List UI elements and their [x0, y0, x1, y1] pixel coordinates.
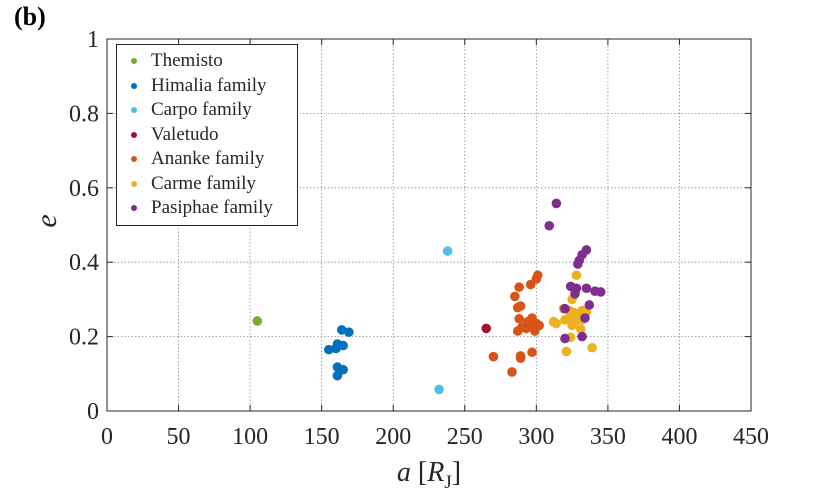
axis-ticks: 0 50 100 150 200 250 300 350 400 450 0 0.2 0.4 0.6 0.8…	[69, 27, 769, 450]
point-ananke-family	[514, 313, 524, 324]
point-themisto	[252, 316, 263, 326]
point-ananke-family	[534, 320, 544, 331]
x-label-symbol: a	[397, 457, 411, 488]
legend-marker-icon	[131, 107, 137, 113]
point-himalia-family	[344, 327, 354, 337]
point-ananke-family	[525, 279, 536, 290]
point-pasiphae-family	[581, 283, 592, 294]
legend-item: Carme family	[117, 172, 297, 197]
legend-label: Ananke family	[151, 148, 265, 169]
point-ananke-family	[488, 351, 499, 362]
legend-item: Himalia family	[117, 74, 297, 99]
legend-marker-icon	[131, 58, 137, 64]
point-carme-family	[561, 346, 572, 357]
point-pasiphae-family	[584, 300, 595, 310]
point-carpo-family	[442, 246, 453, 256]
y-tick-label: 1	[87, 27, 99, 53]
legend-item: Ananke family	[117, 147, 297, 172]
point-ananke-family	[527, 347, 537, 358]
x-axis-label: a [RJ]	[397, 457, 461, 493]
data-points	[252, 198, 606, 395]
x-tick-label: 50	[167, 424, 191, 450]
point-carme-family	[575, 324, 586, 334]
legend-marker-icon	[131, 131, 137, 138]
point-ananke-family	[515, 353, 526, 363]
point-pasiphae-family	[570, 289, 580, 299]
point-carme-family	[551, 318, 562, 329]
point-pasiphae-family	[544, 220, 555, 231]
x-label-sub: J	[444, 472, 451, 493]
x-label-open: [	[411, 457, 427, 488]
legend-marker-icon	[131, 156, 137, 162]
point-pasiphae-family	[560, 303, 570, 314]
point-pasiphae-family	[551, 198, 562, 209]
point-ananke-family	[512, 302, 523, 313]
legend-item: Pasiphae family	[117, 196, 297, 221]
point-ananke-family	[512, 326, 523, 336]
legend-marker-icon	[131, 205, 137, 211]
chart-legend: Themisto Himalia family Carpo family Valetu…	[116, 44, 298, 226]
legend-marker-icon	[131, 82, 137, 89]
point-pasiphae-family	[573, 259, 583, 269]
x-tick-label: 0	[101, 424, 113, 450]
point-pasiphae-family	[580, 313, 590, 323]
grid-lines	[107, 39, 751, 411]
x-tick-label: 300	[518, 424, 554, 450]
x-tick-label: 350	[590, 424, 626, 450]
point-pasiphae-family	[595, 287, 606, 297]
point-ananke-family	[507, 367, 517, 377]
y-tick-label: 0.4	[69, 250, 99, 276]
legend-item: Themisto	[117, 49, 297, 74]
point-ananke-family	[510, 291, 520, 302]
point-pasiphae-family	[577, 331, 587, 342]
panel-label: (b)	[14, 2, 46, 31]
point-himalia-family	[338, 364, 348, 375]
x-tick-label: 150	[304, 424, 340, 450]
point-ananke-family	[514, 282, 524, 292]
point-carme-family	[567, 320, 577, 331]
point-himalia-family	[338, 340, 348, 351]
point-carme-family	[587, 342, 597, 353]
x-tick-label: 250	[447, 424, 483, 450]
x-tick-label: 200	[375, 424, 411, 450]
point-himalia-family	[332, 370, 343, 381]
x-label-close: ]	[452, 457, 461, 488]
y-tick-label: 0	[87, 399, 99, 425]
y-tick-label: 0.6	[69, 176, 99, 202]
x-label-var: R	[426, 457, 444, 488]
legend-item: Valetudo	[117, 123, 297, 148]
x-tick-label: 100	[232, 424, 268, 450]
legend-label: Carme family	[151, 172, 256, 194]
legend-label: Carpo family	[151, 99, 252, 120]
legend-label: Themisto	[151, 50, 223, 71]
legend-item: Carpo family	[117, 98, 297, 123]
point-carme-family	[571, 270, 582, 281]
x-tick-label: 450	[733, 424, 769, 450]
y-tick-label: 0.8	[69, 101, 99, 127]
y-axis-label: e	[30, 214, 63, 227]
point-valetudo	[481, 323, 492, 334]
axes-box	[106, 38, 752, 412]
point-himalia-family	[324, 344, 334, 355]
x-tick-label: 400	[661, 424, 697, 450]
legend-label: Himalia family	[151, 74, 267, 96]
legend-marker-icon	[131, 180, 137, 187]
legend-label: Pasiphae family	[151, 197, 273, 218]
point-carpo-family	[434, 384, 444, 395]
point-pasiphae-family	[560, 333, 570, 344]
legend-label: Valetudo	[151, 123, 219, 145]
y-tick-label: 0.2	[69, 325, 99, 351]
point-carme-family	[560, 315, 570, 325]
